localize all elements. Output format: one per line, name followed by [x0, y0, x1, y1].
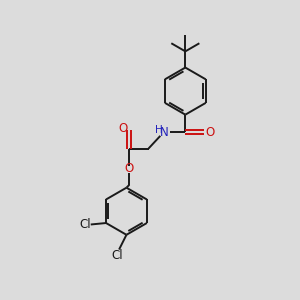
- Text: Cl: Cl: [112, 250, 123, 262]
- Text: O: O: [118, 122, 128, 135]
- Text: H: H: [155, 125, 163, 135]
- Text: O: O: [206, 126, 215, 139]
- Text: O: O: [125, 162, 134, 175]
- Text: Cl: Cl: [79, 218, 91, 231]
- Text: N: N: [160, 126, 169, 139]
